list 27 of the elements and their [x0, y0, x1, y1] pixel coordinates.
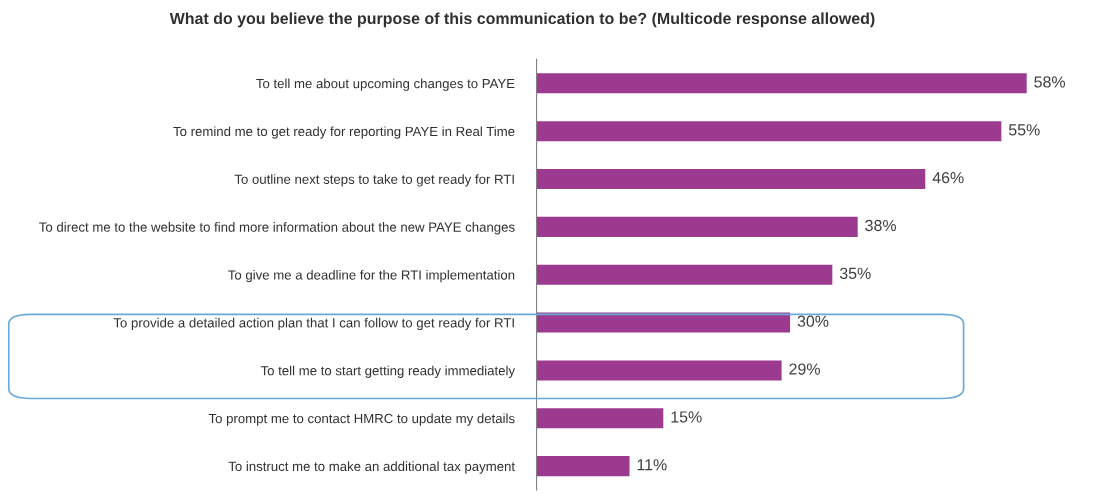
chart-title: What do you believe the purpose of this communication to be? (Multicode response allowed) [169, 12, 875, 28]
y-tick-label: To provide a detailed action plan that I can follow to get ready for RTI [113, 317, 514, 331]
data-label: 15% [671, 411, 702, 423]
bar [536, 408, 664, 429]
y-tick-label: To prompt me to contact HMRC to update my details [208, 413, 515, 426]
y-tick-label: To tell me to start getting ready immediately [260, 365, 516, 378]
bar [536, 121, 1002, 142]
bar [536, 264, 833, 285]
bar [536, 360, 782, 381]
y-tick-label: To direct me to the website to find more information about the new PAYE changes [39, 222, 515, 235]
data-label: 55% [1008, 124, 1040, 136]
bar [536, 216, 858, 237]
bar [536, 73, 1027, 94]
data-label: 38% [865, 219, 897, 232]
y-tick-label: To instruct me to make an additional tax payment [228, 461, 515, 474]
data-label: 11% [637, 459, 667, 471]
y-tick-label: To tell me about upcoming changes to PAYE [256, 78, 515, 91]
data-label: 35% [839, 267, 871, 280]
data-label: 29% [789, 363, 820, 375]
data-label: 30% [797, 315, 829, 327]
y-tick-label: To remind me to get ready for reporting PAYE in Real Time [173, 126, 515, 139]
data-label: 46% [932, 172, 964, 184]
y-tick-label: To outline next steps to take to get ready for RTI [234, 174, 514, 187]
bar [536, 168, 926, 190]
data-label: 58% [1034, 76, 1066, 88]
bar [536, 456, 630, 477]
y-tick-label: To give me a deadline for the RTI implementation [228, 269, 515, 283]
